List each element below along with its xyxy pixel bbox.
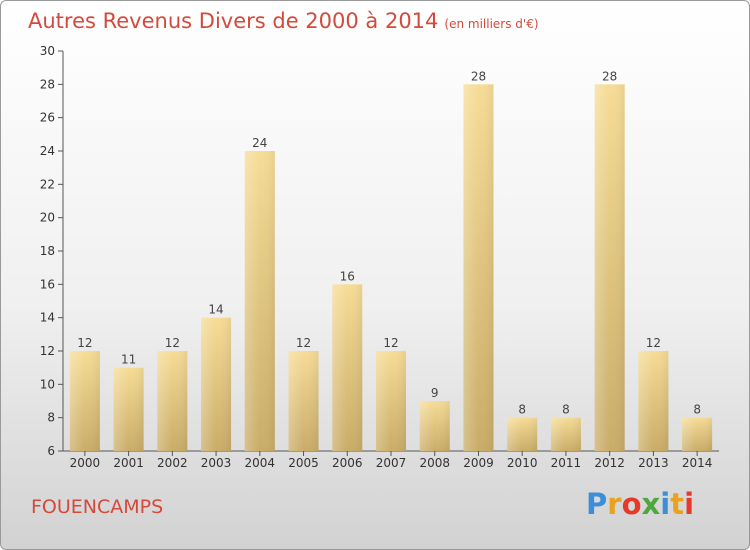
x-tick-label: 2003 bbox=[201, 456, 232, 470]
bar-value-label: 11 bbox=[121, 353, 136, 367]
x-tick-label: 2012 bbox=[594, 456, 625, 470]
bar-highlight bbox=[419, 401, 450, 451]
bar-value-label: 12 bbox=[77, 336, 92, 350]
x-tick-label: 2009 bbox=[463, 456, 494, 470]
bar-highlight bbox=[201, 317, 232, 451]
bar-group: 8 bbox=[507, 403, 538, 451]
bar-value-label: 8 bbox=[518, 403, 526, 417]
logo-letter: i bbox=[684, 487, 695, 521]
bar-group: 24 bbox=[244, 136, 275, 451]
bar-highlight bbox=[157, 351, 188, 451]
x-tick-label: 2006 bbox=[332, 456, 363, 470]
bar-value-label: 12 bbox=[296, 336, 311, 350]
bar-group: 28 bbox=[463, 69, 494, 451]
chart-title: Autres Revenus Divers de 2000 à 2014 (en … bbox=[28, 9, 539, 33]
chart-axes: 6 8 10 12 14 16 18 20 22 24 26 28 30 2000 2001 2002 2003… bbox=[40, 44, 719, 470]
y-tick-label: 22 bbox=[40, 177, 55, 191]
bar-highlight bbox=[113, 367, 144, 451]
x-tick-label: 2002 bbox=[157, 456, 188, 470]
y-tick-label: 6 bbox=[47, 444, 55, 458]
y-tick-label: 20 bbox=[40, 211, 55, 225]
bar-value-label: 8 bbox=[693, 403, 701, 417]
bar-highlight bbox=[463, 84, 494, 451]
bar-group: 8 bbox=[682, 403, 713, 451]
bar-group: 12 bbox=[638, 336, 669, 451]
y-tick-label: 28 bbox=[40, 77, 55, 91]
logo-letter: t bbox=[670, 487, 685, 521]
y-tick-label: 10 bbox=[40, 377, 55, 391]
bar-highlight bbox=[288, 351, 319, 451]
x-tick-label: 2001 bbox=[113, 456, 144, 470]
y-tick-label: 14 bbox=[40, 311, 55, 325]
bar-value-label: 14 bbox=[208, 303, 223, 317]
bar-group: 9 bbox=[419, 386, 450, 451]
bar-group: 16 bbox=[332, 269, 363, 451]
y-tick-label: 26 bbox=[40, 111, 55, 125]
x-tick-label: 2005 bbox=[288, 456, 319, 470]
bar-group: 12 bbox=[376, 336, 406, 451]
bar-value-label: 12 bbox=[165, 336, 180, 350]
logo-letter: P bbox=[586, 487, 608, 521]
bar-highlight bbox=[682, 417, 713, 451]
y-tick-label: 30 bbox=[40, 44, 55, 58]
x-tick-label: 2008 bbox=[419, 456, 450, 470]
bar-group: 12 bbox=[69, 336, 100, 451]
bar-value-label: 12 bbox=[383, 336, 398, 350]
x-tick-label: 2013 bbox=[638, 456, 669, 470]
bar-value-label: 24 bbox=[252, 136, 267, 150]
bar-highlight bbox=[550, 417, 581, 451]
bar-value-label: 28 bbox=[471, 69, 486, 83]
chart-title-text: Autres Revenus Divers de 2000 à 2014 bbox=[28, 9, 439, 33]
y-tick-label: 18 bbox=[40, 244, 55, 258]
bar-highlight bbox=[376, 351, 406, 451]
x-tick-label: 2010 bbox=[507, 456, 538, 470]
bar-value-label: 12 bbox=[646, 336, 661, 350]
logo-letter: o bbox=[621, 487, 642, 521]
y-tick-label: 24 bbox=[40, 144, 55, 158]
x-tick-label: 2007 bbox=[376, 456, 407, 470]
logo-letter: i bbox=[660, 487, 671, 521]
bar-highlight bbox=[638, 351, 669, 451]
bar-group: 14 bbox=[201, 303, 232, 451]
bar-highlight bbox=[332, 284, 363, 451]
bar-value-label: 8 bbox=[562, 403, 570, 417]
bar-group: 28 bbox=[594, 69, 625, 451]
x-tick-label: 2004 bbox=[245, 456, 276, 470]
bar-group: 8 bbox=[550, 403, 581, 451]
y-tick-label: 8 bbox=[47, 411, 55, 425]
logo-letter: r bbox=[607, 487, 622, 521]
logo-letter: x bbox=[641, 487, 661, 521]
y-tick-label: 16 bbox=[40, 277, 55, 291]
bar-highlight bbox=[594, 84, 625, 451]
bar-group: 12 bbox=[288, 336, 319, 451]
chart-unit: (en milliers d'€) bbox=[444, 17, 539, 31]
bar-value-label: 16 bbox=[340, 269, 355, 283]
proxiti-logo: Proxiti bbox=[586, 487, 694, 521]
y-tick-label: 12 bbox=[40, 344, 55, 358]
x-tick-label: 2000 bbox=[70, 456, 101, 470]
chart-bars: 12 11 12 14 24 12 16 12 9 28 8 8 28 12 8 bbox=[69, 69, 713, 451]
x-tick-label: 2011 bbox=[551, 456, 582, 470]
bar-group: 12 bbox=[157, 336, 188, 451]
bar-value-label: 28 bbox=[602, 69, 617, 83]
bar-highlight bbox=[507, 417, 538, 451]
commune-name: FOUENCAMPS bbox=[31, 496, 164, 518]
bar-highlight bbox=[69, 351, 100, 451]
bar-group: 11 bbox=[113, 353, 144, 451]
x-tick-label: 2014 bbox=[682, 456, 713, 470]
bar-value-label: 9 bbox=[431, 386, 439, 400]
bar-highlight bbox=[244, 151, 275, 451]
